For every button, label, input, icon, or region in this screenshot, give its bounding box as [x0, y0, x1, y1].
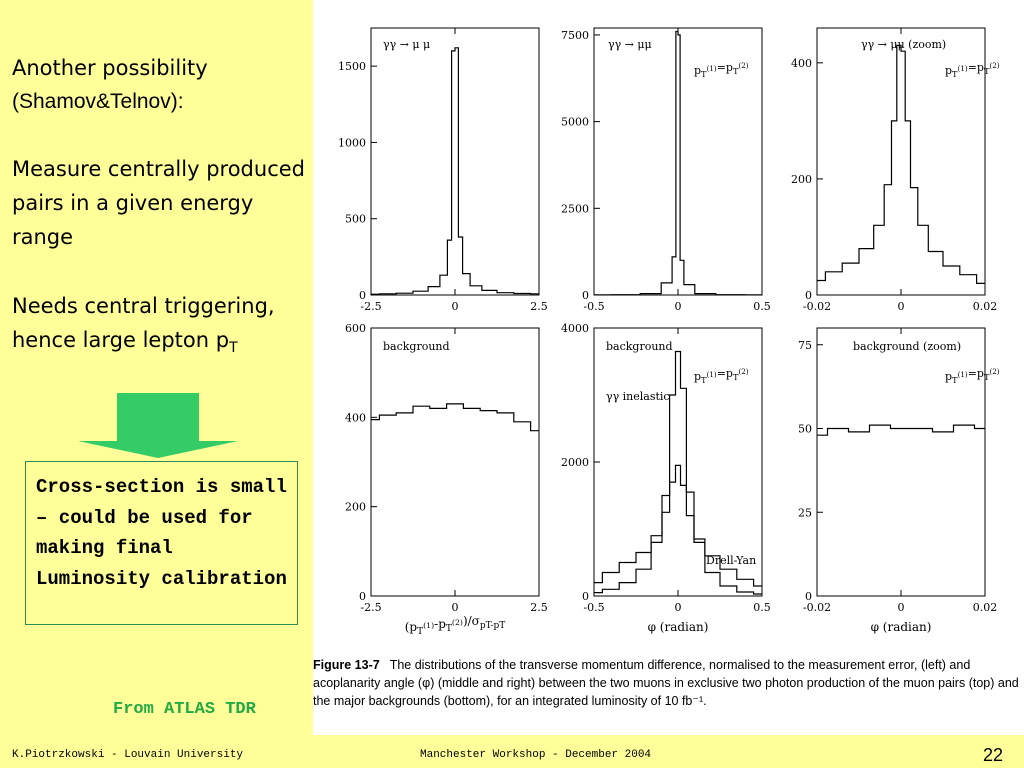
page-number: 22 [983, 745, 1004, 765]
x-tick-label: -0.5 [583, 601, 604, 614]
x-axis-label: φ (radian) [871, 620, 932, 634]
y-tick-label: 2000 [561, 456, 589, 469]
chart-annotation: γγ → μμ (zoom) [861, 38, 946, 51]
y-tick-label: 600 [345, 322, 366, 335]
chart-annotation: background [606, 340, 673, 353]
trigger-subscript: T [229, 340, 238, 357]
x-tick-label: -2.5 [360, 601, 381, 614]
y-tick-label: 500 [345, 213, 366, 226]
y-tick-label: 7500 [561, 29, 589, 42]
y-tick-label: 1500 [338, 60, 366, 73]
chart-annotation: γγ inelastic [606, 390, 670, 403]
plot-frame [370, 27, 540, 296]
chart-annotation: γγ → μ μ [383, 38, 430, 51]
x-tick-label: 0 [675, 300, 682, 313]
y-tick-label: 25 [798, 506, 812, 519]
series-1-histogram [817, 424, 985, 436]
figure-caption: Figure 13-7 The distributions of the tran… [313, 656, 1021, 710]
x-tick-label: 0.02 [973, 601, 998, 614]
x-axis-label: (pT(1)-pT(2))/σpT-pT [405, 614, 506, 637]
y-tick-label: 0 [359, 590, 366, 603]
caption-label: Figure 13-7 [313, 658, 380, 672]
series-1-histogram [594, 30, 762, 296]
x-tick-label: -0.5 [583, 300, 604, 313]
chart-annotation: pT(1)=pT(2) [945, 367, 1000, 385]
trigger-paragraph: Needs central triggering, hence large le… [12, 289, 312, 365]
y-tick-label: 0 [582, 289, 589, 302]
footer-event: Manchester Workshop - December 2004 [420, 749, 652, 761]
x-tick-label: 0.5 [753, 300, 771, 313]
heading-block: Another possibility (Shamov&Telnov): [12, 51, 312, 119]
x-tick-label: 0 [675, 601, 682, 614]
chart-annotation: Drell-Yan [706, 554, 756, 567]
series-2-histogram [594, 464, 762, 587]
chart-annotation: background (zoom) [853, 340, 961, 353]
x-tick-label: 0.5 [753, 601, 771, 614]
y-tick-label: 200 [791, 173, 812, 186]
chart-5: -0.5 0 0.5020004000backgroundpT(1)=pT(2)γγ… [561, 322, 771, 634]
y-tick-label: 200 [345, 501, 366, 514]
x-tick-label: -2.5 [360, 300, 381, 313]
x-tick-label: 0 [452, 601, 459, 614]
x-axis-label: φ (radian) [648, 620, 709, 634]
chart-annotation: γγ → μμ [608, 38, 652, 51]
x-tick-label: 0 [452, 300, 459, 313]
y-tick-label: 0 [805, 289, 812, 302]
y-tick-label: 400 [345, 411, 366, 424]
series-1-histogram [817, 44, 985, 284]
chart-4: -2.5 0 2.50200400600background(pT(1)-pT(2)… [345, 322, 548, 637]
y-tick-label: 75 [798, 339, 812, 352]
series-1-histogram [594, 350, 762, 595]
x-tick-label: 2.5 [530, 300, 548, 313]
y-tick-label: 0 [582, 590, 589, 603]
down-arrow-icon [78, 393, 238, 458]
heading-line-1: Another possibility [12, 56, 208, 80]
cross-section-box: Cross-section is small – could be used f… [25, 461, 298, 625]
series-1-histogram [371, 47, 539, 295]
x-tick-label: 0 [898, 300, 905, 313]
caption-text: The distributions of the transverse mome… [313, 658, 1019, 708]
y-tick-label: 400 [791, 57, 812, 70]
y-tick-label: 50 [798, 423, 812, 436]
figure-panel: -2.5 0 2.5 0 500 1000 1500 γγ → μ μ -0.5 0 0.5 0 250… [313, 0, 1024, 735]
series-1-histogram [371, 403, 539, 432]
chart-annotation: background [383, 340, 450, 353]
x-tick-label: 0 [898, 601, 905, 614]
chart-annotation: pT(1)=pT(2) [945, 61, 1000, 79]
x-tick-label: 2.5 [530, 601, 548, 614]
y-tick-label: 5000 [561, 116, 589, 129]
x-tick-label: -0.02 [803, 300, 831, 313]
heading-line-2: (Shamov&Telnov): [12, 90, 184, 113]
source-note: From ATLAS TDR [113, 700, 256, 719]
y-tick-label: 2500 [561, 202, 589, 215]
chart-annotation: pT(1)=pT(2) [694, 61, 749, 79]
plot-frame [816, 327, 986, 597]
x-tick-label: -0.02 [803, 601, 831, 614]
x-tick-label: 0.02 [973, 300, 998, 313]
measure-paragraph: Measure centrally produced pairs in a gi… [12, 157, 305, 249]
y-tick-label: 1000 [338, 136, 366, 149]
y-tick-label: 0 [359, 289, 366, 302]
y-tick-label: 0 [805, 590, 812, 603]
footer-author: K.Piotrzkowski - Louvain University [12, 749, 244, 761]
y-tick-label: 4000 [561, 322, 589, 335]
plot-frame [370, 327, 540, 597]
trigger-text: Needs central triggering, hence large le… [12, 294, 275, 352]
chart-annotation: pT(1)=pT(2) [694, 367, 749, 385]
